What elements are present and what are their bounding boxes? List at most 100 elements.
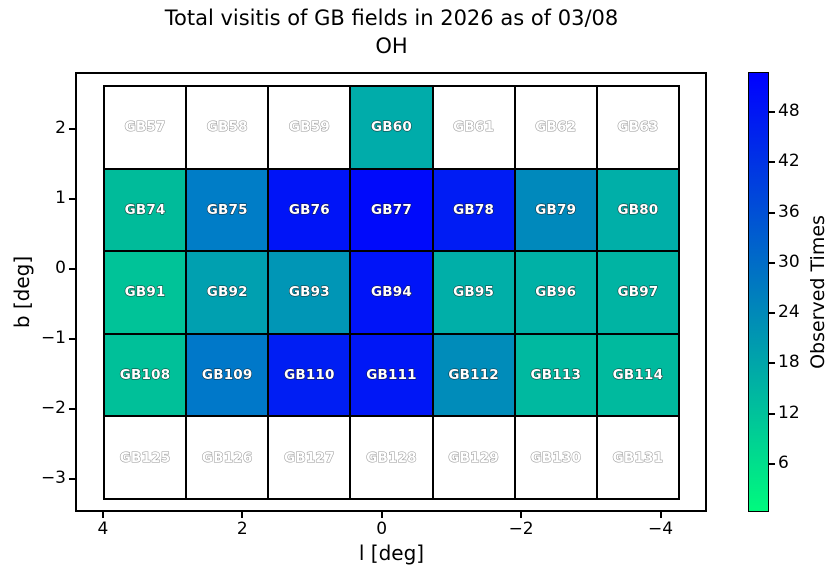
field-cell-GB93: GB93 [268,251,351,334]
y-tick-mark [69,198,75,200]
field-cell-label: GB78 [453,201,495,218]
field-cell-GB76: GB76 [268,168,351,252]
field-cell-label: GB62 [535,119,577,136]
colorbar-tick-mark [769,110,775,113]
field-cell-label: GB91 [124,284,166,301]
chart-title-line2: OH [375,33,408,58]
field-cell-GB79: GB79 [514,168,597,252]
colorbar-tick-mark [769,463,775,465]
field-cell-label: GB77 [370,201,412,218]
field-cell-label: GB130 [530,449,582,466]
field-cell-label: GB75 [206,201,248,218]
field-cell-GB63: GB63 [596,86,679,169]
field-cell-label: GB94 [370,284,412,301]
field-cell-GB96: GB96 [514,251,597,334]
x-tick-mark [520,512,523,518]
y-tick-mark [69,128,75,130]
field-cell-GB128: GB128 [350,416,433,499]
colorbar-tick-mark [769,312,775,315]
x-tick-label: 2 [236,519,248,539]
chart-title: Total visitis of GB fields in 2026 as of… [76,5,707,60]
field-cell-GB131: GB131 [596,416,679,499]
y-tick-mark [69,268,75,270]
field-cell-GB112: GB112 [432,333,515,417]
field-cell-label: GB109 [201,367,253,384]
field-cell-GB125: GB125 [104,416,187,499]
x-tick-label: −4 [647,519,674,539]
y-tick-label: −1 [40,328,66,348]
field-cell-GB114: GB114 [596,333,679,417]
y-tick-label: −3 [40,468,66,488]
field-cell-GB74: GB74 [104,168,187,252]
field-cell-label: GB92 [206,284,248,301]
field-cell-label: GB97 [617,284,659,301]
chart-title-line1: Total visitis of GB fields in 2026 as of… [164,6,619,30]
field-cell-label: GB131 [612,449,664,466]
colorbar-tick-mark [769,362,775,365]
x-tick-label: 4 [97,519,109,539]
colorbar-tick-mark [769,161,775,164]
field-cell-label: GB93 [288,284,330,301]
field-cell-GB77: GB77 [350,168,433,252]
field-cell-GB75: GB75 [186,168,269,252]
field-cell-GB92: GB92 [186,251,269,334]
colorbar-tick-label: 24 [778,302,800,323]
field-cell-GB57: GB57 [104,86,187,169]
field-cell-label: GB108 [119,367,171,384]
field-cell-GB108: GB108 [104,333,187,417]
y-tick-mark [69,408,75,410]
colorbar-tick-label: 12 [778,402,800,423]
field-cell-label: GB58 [206,119,248,136]
y-tick-mark [69,338,75,340]
y-tick-label: 0 [55,258,66,278]
colorbar [748,72,769,512]
field-cell-label: GB111 [366,367,417,384]
field-cell-label: GB126 [201,449,253,466]
field-cell-GB95: GB95 [432,251,515,334]
y-tick-label: −2 [40,398,66,418]
field-cell-GB126: GB126 [186,416,269,499]
field-cell-label: GB59 [288,119,330,136]
colorbar-tick-label: 36 [778,201,800,222]
field-cell-label: GB110 [284,367,335,384]
field-cell-GB60: GB60 [350,86,433,169]
field-cell-GB130: GB130 [514,416,597,499]
field-cell-label: GB112 [448,367,499,384]
y-tick-mark [69,478,75,480]
field-cell-GB80: GB80 [596,168,679,252]
colorbar-tick-mark [769,261,775,264]
field-cell-GB127: GB127 [268,416,351,499]
field-cell-label: GB113 [530,367,582,384]
colorbar-tick-label: 30 [778,251,800,272]
y-tick-label: 1 [55,188,66,208]
field-cell-GB62: GB62 [514,86,597,169]
field-cell-GB61: GB61 [432,86,515,169]
field-cell-label: GB129 [448,449,499,466]
colorbar-tick-label: 6 [778,453,789,473]
field-cell-GB97: GB97 [596,251,679,334]
colorbar-tick-label: 48 [778,100,800,121]
field-cell-label: GB79 [535,201,577,218]
field-cell-GB110: GB110 [268,333,351,417]
field-cell-GB58: GB58 [186,86,269,169]
colorbar-tick-label: 18 [778,352,800,373]
field-cell-GB59: GB59 [268,86,351,169]
field-cell-label: GB74 [124,201,166,218]
field-cell-GB91: GB91 [104,251,187,334]
field-cell-label: GB76 [288,201,330,218]
x-tick-mark [659,512,662,518]
field-cell-label: GB57 [124,119,166,136]
x-tick-label: −2 [508,519,534,539]
field-cell-label: GB60 [370,119,412,136]
colorbar-gradient [749,73,768,511]
field-cell-GB78: GB78 [432,168,515,252]
y-tick-label: 2 [55,118,66,138]
colorbar-tick-mark [769,412,775,415]
x-tick-label: 0 [376,519,388,539]
colorbar-tick-label: 42 [778,151,800,172]
field-cell-GB113: GB113 [514,333,597,417]
x-tick-mark [241,512,244,518]
field-cell-label: GB95 [453,284,495,301]
field-cell-label: GB61 [453,119,495,136]
